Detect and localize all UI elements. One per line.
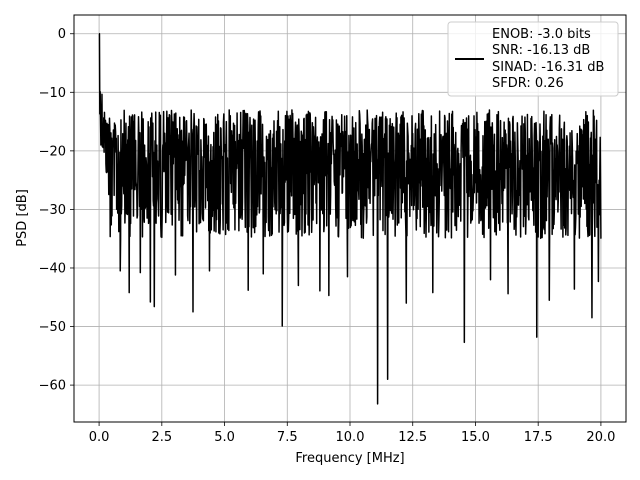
y-axis-label: PSD [dB] bbox=[15, 189, 30, 247]
x-tick-label: 0.0 bbox=[89, 430, 110, 445]
x-tick-label: 12.5 bbox=[398, 430, 427, 445]
y-tick-label: −60 bbox=[39, 379, 66, 394]
x-axis-label: Frequency [MHz] bbox=[295, 451, 404, 466]
y-tick-label: −20 bbox=[39, 144, 66, 159]
legend-box bbox=[447, 21, 619, 97]
y-tick-label: 0 bbox=[58, 27, 66, 42]
x-axis: 0.0 2.5 5.0 7.5 10.0 12.5 15.0 17.5 20.0 bbox=[89, 422, 615, 445]
y-tick-label: −50 bbox=[39, 320, 66, 335]
series-group bbox=[98, 32, 602, 405]
x-tick-label: 2.5 bbox=[151, 430, 172, 445]
x-tick-label: 20.0 bbox=[586, 430, 615, 445]
y-tick-label: −10 bbox=[39, 86, 66, 101]
x-tick-label: 10.0 bbox=[336, 430, 365, 445]
x-tick-label: 17.5 bbox=[524, 430, 553, 445]
legend-entry-sfdr: SFDR: 0.26 bbox=[492, 76, 564, 91]
y-tick-label: −40 bbox=[39, 261, 66, 276]
y-axis: 0 −10 −20 −30 −40 −50 −60 bbox=[39, 27, 74, 394]
psd-line bbox=[98, 32, 602, 405]
y-tick-label: −30 bbox=[39, 203, 66, 218]
x-tick-label: 7.5 bbox=[277, 430, 298, 445]
legend: ENOB: -3.0 bits SNR: -16.13 dB SINAD: -1… bbox=[447, 21, 619, 97]
x-tick-label: 15.0 bbox=[461, 430, 490, 445]
legend-entry-snr: SNR: -16.13 dB bbox=[492, 43, 590, 58]
legend-entry-enob: ENOB: -3.0 bits bbox=[492, 27, 591, 42]
x-tick-label: 5.0 bbox=[214, 430, 235, 445]
legend-entry-sinad: SINAD: -16.31 dB bbox=[492, 60, 604, 75]
